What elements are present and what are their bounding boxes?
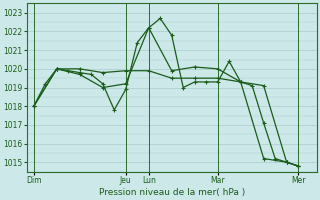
X-axis label: Pression niveau de la mer( hPa ): Pression niveau de la mer( hPa ) xyxy=(99,188,245,197)
